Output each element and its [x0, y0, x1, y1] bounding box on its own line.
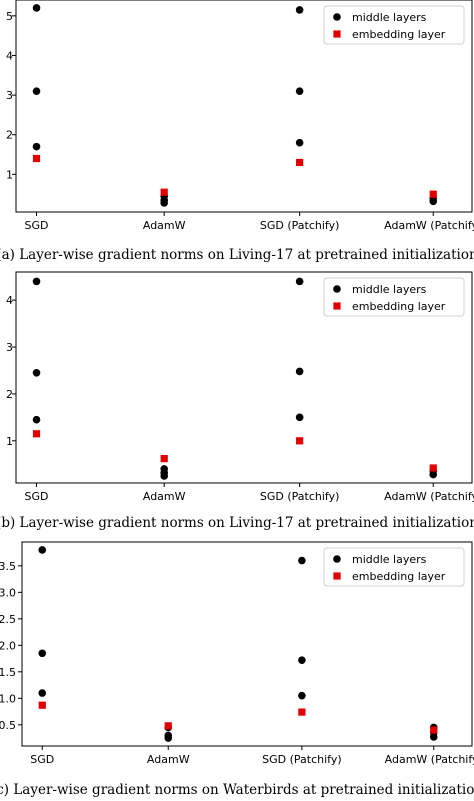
plot-frame — [15, 0, 473, 213]
point-middle-layers — [429, 733, 438, 741]
point-middle-layers — [160, 472, 168, 480]
legend-marker-circle — [333, 555, 341, 563]
legend-marker-square — [333, 302, 341, 310]
chart-panel-3: 0.5 1.0 1.5 2.0 2.5 3.0 3.5 SGD AdamW SGD (Patchi… — [0, 541, 474, 798]
x-tick-label: AdamW — [147, 753, 190, 766]
legend-marker-square — [333, 572, 341, 580]
legend-label: middle layers — [352, 553, 427, 566]
plot-frame — [21, 541, 473, 747]
legend-label: embedding layer — [352, 570, 446, 583]
legend-box — [323, 277, 465, 317]
point-embedding-layer — [296, 437, 304, 445]
y-tick-label: 1.0 — [0, 692, 16, 705]
y-tick-label: 3 — [6, 89, 13, 102]
y-tick-label: 3.5 — [0, 560, 16, 573]
x-tick-label: AdamW (Patchify) — [385, 753, 474, 766]
point-embedding-layer — [160, 455, 168, 463]
point-middle-layers — [38, 689, 47, 697]
legend-marker-circle — [333, 13, 341, 21]
x-tick-label: AdamW (Patchify) — [384, 490, 474, 503]
legend: middle layers embedding layer — [323, 547, 465, 587]
point-embedding-layer — [32, 154, 41, 163]
legend-label: embedding layer — [352, 300, 446, 313]
figure-caption: (b) Layer-wise gradient norms on Living-… — [0, 515, 474, 531]
point-embedding-layer — [38, 701, 46, 709]
y-tick-label: 4 — [6, 294, 13, 307]
point-embedding-layer — [298, 708, 306, 716]
point-middle-layers — [298, 556, 306, 565]
y-tick-label: 2.0 — [0, 639, 16, 652]
point-middle-layers — [295, 138, 304, 147]
legend-box — [323, 547, 465, 587]
point-middle-layers — [32, 87, 41, 95]
y-tick-label: 1 — [6, 435, 13, 448]
figure-caption: (c) Layer-wise gradient norms on Waterbi… — [0, 782, 474, 798]
point-middle-layers — [160, 199, 168, 207]
point-middle-layers — [38, 546, 47, 554]
point-embedding-layer — [160, 188, 168, 196]
figure-caption: (a) Layer-wise gradient norms on Living-… — [0, 247, 474, 263]
legend-marker-circle — [333, 285, 341, 293]
chart-panel-1: 1 2 3 4 5 SGD AdamW SGD (Patchify) AdamW (Patchi… — [0, 0, 474, 263]
point-embedding-layer — [164, 722, 172, 730]
x-tick-label: SGD — [30, 753, 54, 766]
point-middle-layers — [38, 649, 47, 658]
point-embedding-layer — [296, 158, 304, 167]
point-embedding-layer — [429, 190, 437, 198]
y-tick-label: 5 — [6, 10, 13, 23]
x-tick-label: AdamW — [143, 219, 186, 232]
y-tick-label: 2 — [6, 388, 13, 401]
chart-panel-2: 1 2 3 4 SGD AdamW SGD (Patchify) AdamW (Patchif… — [0, 271, 474, 531]
point-embedding-layer — [429, 464, 437, 472]
legend-label: embedding layer — [352, 28, 446, 41]
x-tick-label: SGD (Patchify) — [262, 753, 342, 766]
point-middle-layers — [32, 277, 41, 286]
point-middle-layers — [32, 369, 41, 377]
legend-label: middle layers — [352, 283, 427, 296]
y-tick-label: 2 — [6, 129, 13, 142]
point-middle-layers — [298, 656, 306, 664]
x-tick-label: AdamW — [143, 490, 186, 503]
point-middle-layers — [32, 415, 41, 424]
x-tick-label: SGD — [25, 490, 49, 503]
y-tick-label: 1 — [6, 168, 13, 181]
point-middle-layers — [32, 4, 41, 12]
point-embedding-layer — [32, 430, 41, 438]
y-tick-label: 3 — [6, 341, 13, 354]
point-middle-layers — [429, 470, 438, 479]
x-tick-label: SGD (Patchify) — [260, 219, 340, 232]
legend: middle layers embedding layer — [323, 5, 465, 45]
point-middle-layers — [298, 691, 306, 700]
y-tick-label: 3.0 — [0, 586, 16, 599]
x-tick-label: AdamW (Patchify) — [384, 219, 474, 232]
point-middle-layers — [32, 142, 41, 151]
y-tick-label: 2.5 — [0, 613, 16, 626]
point-middle-layers — [164, 734, 173, 742]
y-tick-label: 0.5 — [0, 719, 16, 732]
plot-frame — [15, 271, 473, 484]
point-middle-layers — [429, 197, 438, 206]
y-tick-label: 4 — [6, 49, 13, 62]
x-tick-label: SGD (Patchify) — [260, 490, 340, 503]
legend-box — [323, 5, 465, 45]
legend-label: middle layers — [352, 11, 427, 24]
point-middle-layers — [295, 6, 304, 14]
point-middle-layers — [295, 277, 304, 286]
point-middle-layers — [295, 413, 304, 422]
point-middle-layers — [295, 367, 304, 376]
legend-marker-square — [333, 30, 341, 38]
point-embedding-layer — [430, 726, 438, 734]
y-tick-label: 1.5 — [0, 666, 16, 679]
legend: middle layers embedding layer — [323, 277, 465, 317]
point-middle-layers — [295, 87, 304, 95]
x-tick-label: SGD — [25, 219, 49, 232]
